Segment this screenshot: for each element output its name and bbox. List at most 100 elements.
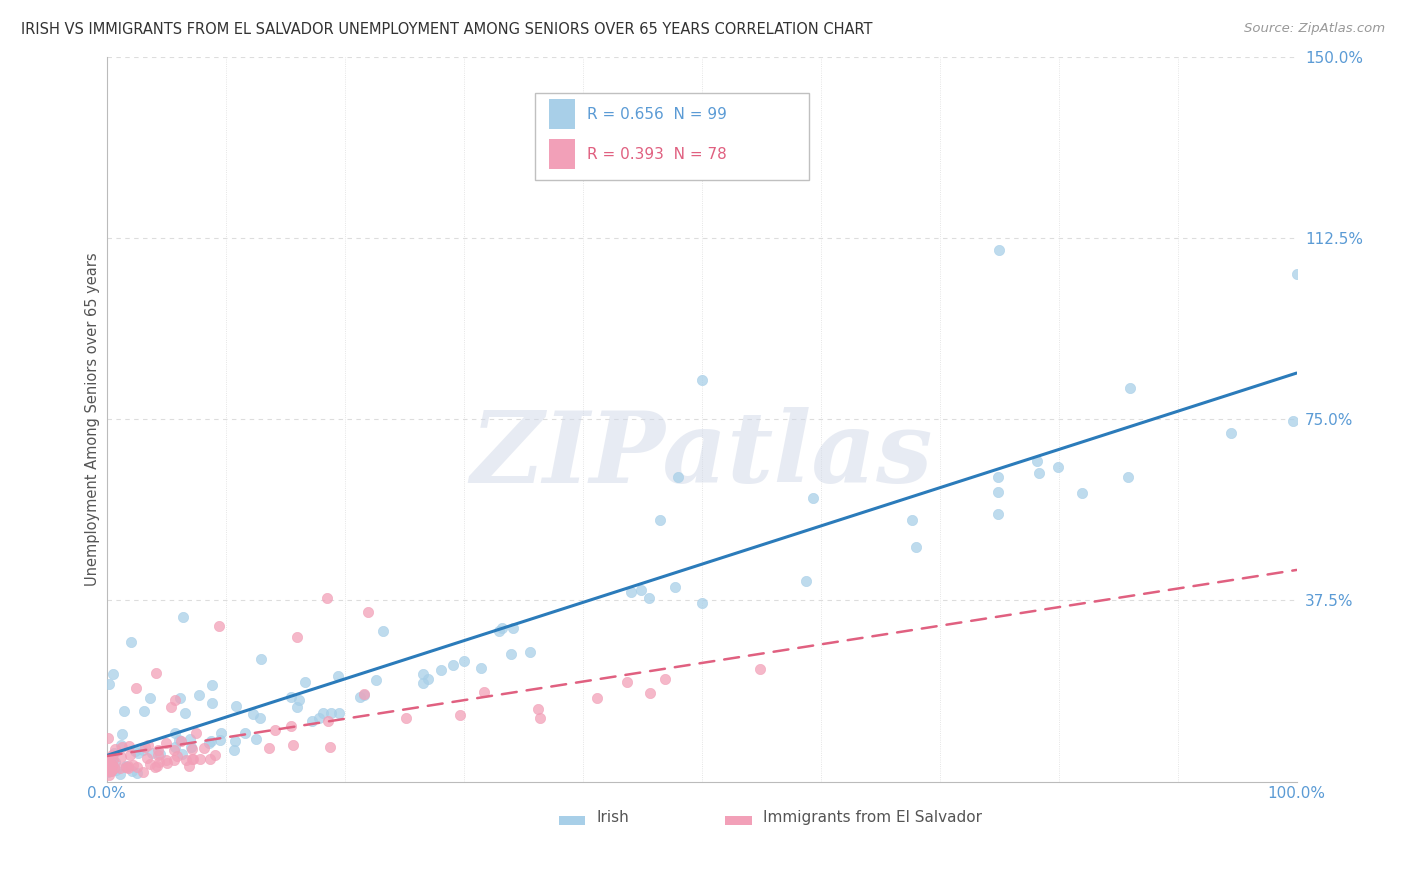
Point xyxy=(315,591,337,605)
Point xyxy=(121,764,143,778)
Point xyxy=(472,685,495,699)
Point xyxy=(114,759,136,773)
Point xyxy=(499,647,522,661)
Point xyxy=(280,718,302,732)
Point xyxy=(180,739,202,754)
Point xyxy=(245,731,267,746)
Bar xyxy=(536,93,808,180)
Point xyxy=(328,706,350,720)
Point xyxy=(136,738,159,752)
Point xyxy=(1070,485,1092,500)
Point xyxy=(318,739,340,754)
Point xyxy=(148,755,170,769)
Point xyxy=(98,768,121,782)
Point xyxy=(412,676,434,690)
Point xyxy=(264,723,287,737)
Point xyxy=(412,666,434,681)
Point xyxy=(110,750,132,764)
Point xyxy=(988,243,1011,257)
Point xyxy=(904,540,927,554)
Point xyxy=(529,711,551,725)
Point xyxy=(100,759,122,773)
Text: Immigrants from El Salvador: Immigrants from El Salvador xyxy=(763,811,983,825)
Point xyxy=(104,742,127,756)
Point xyxy=(638,685,661,699)
Point xyxy=(96,753,118,767)
Point xyxy=(250,652,273,666)
Point xyxy=(111,727,134,741)
Point xyxy=(146,747,169,762)
Point xyxy=(204,748,226,763)
Point xyxy=(131,764,153,779)
Point xyxy=(180,742,202,756)
Point xyxy=(664,580,686,594)
Point xyxy=(118,739,141,753)
Point xyxy=(96,764,118,778)
Point xyxy=(98,753,121,767)
Point xyxy=(225,698,247,713)
Point xyxy=(666,470,689,484)
Point xyxy=(321,706,343,721)
Point xyxy=(308,711,330,725)
Point xyxy=(519,645,541,659)
Point xyxy=(101,666,124,681)
Point xyxy=(395,711,418,725)
Point xyxy=(901,513,924,527)
Point xyxy=(1220,425,1243,440)
Point xyxy=(1119,381,1142,395)
Point xyxy=(165,726,187,740)
Point xyxy=(163,739,186,754)
Point xyxy=(181,751,204,765)
Text: Source: ZipAtlas.com: Source: ZipAtlas.com xyxy=(1244,22,1385,36)
Point xyxy=(224,733,246,747)
Point xyxy=(155,736,177,750)
Point xyxy=(312,706,335,721)
Point xyxy=(987,469,1010,483)
Point xyxy=(112,704,135,718)
Point xyxy=(208,619,231,633)
Point xyxy=(453,654,475,668)
Text: R = 0.393  N = 78: R = 0.393 N = 78 xyxy=(588,147,727,161)
Point xyxy=(134,739,156,754)
Text: ZIPatlas: ZIPatlas xyxy=(471,407,932,504)
Y-axis label: Unemployment Among Seniors over 65 years: Unemployment Among Seniors over 65 years xyxy=(86,252,100,586)
Point xyxy=(97,677,120,691)
Point xyxy=(502,621,524,635)
Point xyxy=(430,663,453,677)
Point xyxy=(169,691,191,706)
Point xyxy=(366,673,388,688)
Point xyxy=(326,669,349,683)
Point xyxy=(100,764,122,778)
Point xyxy=(97,765,120,780)
Point xyxy=(97,731,120,745)
Point xyxy=(222,743,245,757)
Point xyxy=(125,681,148,696)
Point xyxy=(145,759,167,773)
Point xyxy=(149,747,172,762)
Point xyxy=(127,766,149,780)
Point xyxy=(103,747,125,761)
Point xyxy=(155,756,177,771)
Point xyxy=(172,747,194,761)
Bar xyxy=(558,816,585,825)
Point xyxy=(188,688,211,702)
Point xyxy=(115,760,138,774)
Bar xyxy=(725,816,752,825)
Point xyxy=(101,753,124,767)
Point xyxy=(97,763,120,777)
Point xyxy=(120,635,142,649)
Point xyxy=(620,585,643,599)
Text: IRISH VS IMMIGRANTS FROM EL SALVADOR UNEMPLOYMENT AMONG SENIORS OVER 65 YEARS CO: IRISH VS IMMIGRANTS FROM EL SALVADOR UNE… xyxy=(21,22,873,37)
Point xyxy=(179,732,201,747)
Point xyxy=(637,591,659,606)
Point xyxy=(160,700,183,714)
Point xyxy=(349,690,371,704)
Point xyxy=(1285,267,1308,281)
Point xyxy=(174,753,197,767)
Point xyxy=(163,754,186,768)
Point xyxy=(285,630,308,644)
Point xyxy=(654,672,676,686)
Point xyxy=(170,734,193,748)
Point xyxy=(101,748,124,763)
Point xyxy=(184,726,207,740)
